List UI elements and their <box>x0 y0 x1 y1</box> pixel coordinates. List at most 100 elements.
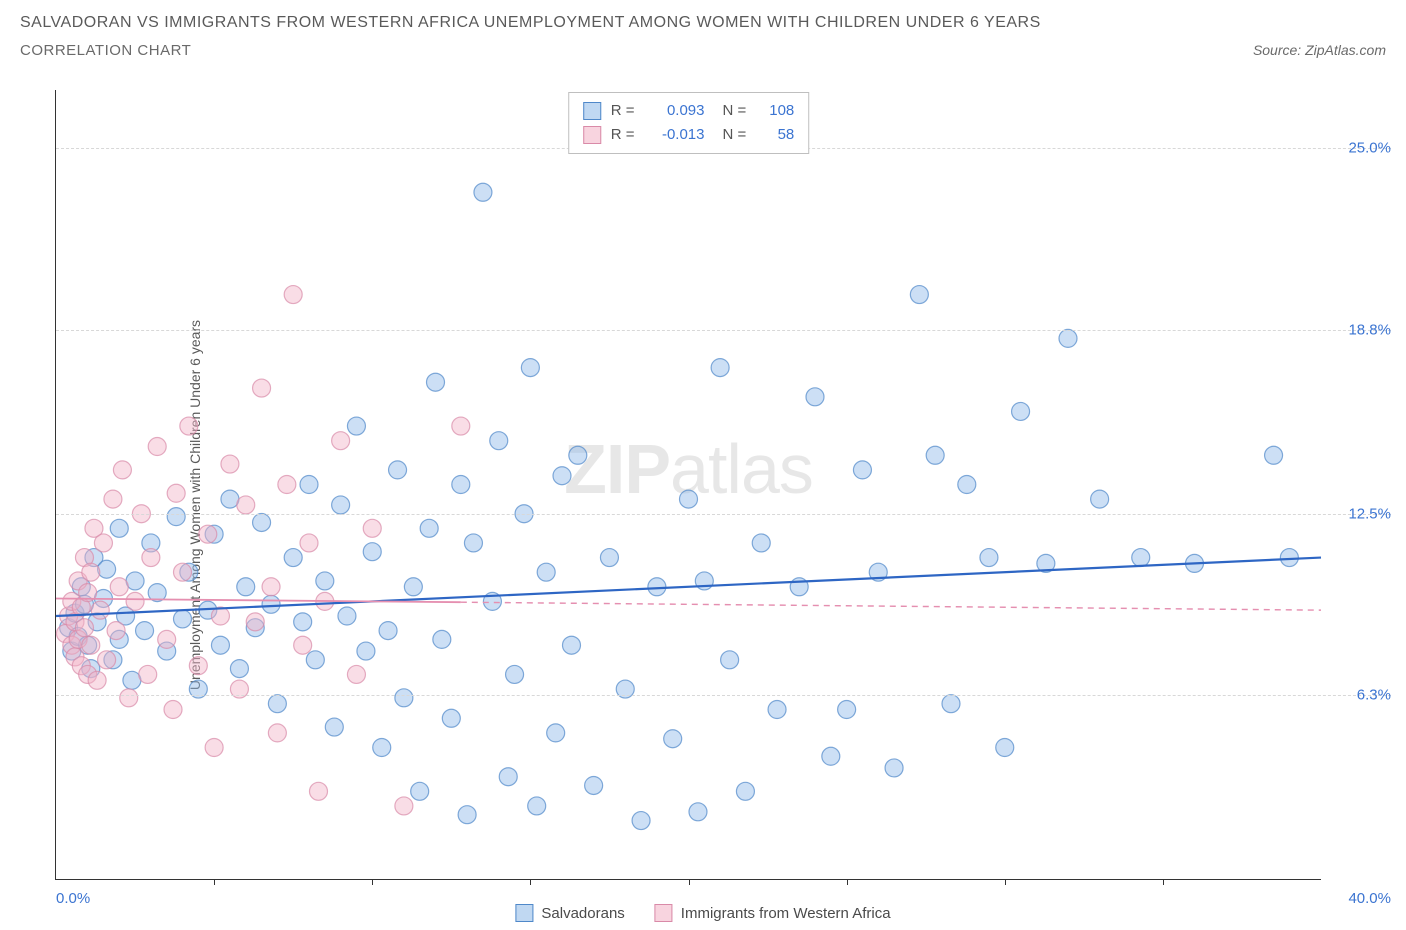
data-point <box>142 549 160 567</box>
data-point <box>205 739 223 757</box>
data-point <box>632 812 650 830</box>
data-point <box>262 595 280 613</box>
legend-row-1: R = 0.093 N = 108 <box>583 99 795 123</box>
chart-subtitle: CORRELATION CHART <box>20 42 191 59</box>
n-label: N = <box>723 99 747 123</box>
data-point <box>120 689 138 707</box>
data-point <box>174 610 192 628</box>
data-point <box>996 739 1014 757</box>
n-value-2: 58 <box>756 123 794 147</box>
data-point <box>148 438 166 456</box>
data-point <box>553 467 571 485</box>
legend-label-1: Salvadorans <box>541 905 624 922</box>
x-tick <box>372 879 373 885</box>
data-point <box>452 476 470 494</box>
data-point <box>474 183 492 201</box>
y-tick-label: 6.3% <box>1357 686 1391 703</box>
data-point <box>1280 549 1298 567</box>
data-point <box>562 636 580 654</box>
data-point <box>174 563 192 581</box>
data-point <box>158 630 176 648</box>
data-point <box>736 782 754 800</box>
data-point <box>490 432 508 450</box>
data-point <box>1012 402 1030 420</box>
data-point <box>300 534 318 552</box>
data-point <box>427 373 445 391</box>
r-label: R = <box>611 123 635 147</box>
data-point <box>246 613 264 631</box>
trend-line-dashed <box>461 602 1321 610</box>
x-tick <box>1163 879 1164 885</box>
data-point <box>300 476 318 494</box>
data-point <box>357 642 375 660</box>
r-label: R = <box>611 99 635 123</box>
subtitle-row: CORRELATION CHART Source: ZipAtlas.com <box>20 42 1386 59</box>
data-point <box>221 455 239 473</box>
data-point <box>363 519 381 537</box>
data-point <box>347 665 365 683</box>
legend-item-1: Salvadorans <box>515 904 624 922</box>
data-point <box>253 513 271 531</box>
data-point <box>75 619 93 637</box>
y-tick-label: 18.8% <box>1348 321 1391 338</box>
data-point <box>433 630 451 648</box>
data-point <box>404 578 422 596</box>
data-point <box>452 417 470 435</box>
data-point <box>237 496 255 514</box>
x-tick <box>847 879 848 885</box>
x-max-label: 40.0% <box>1348 890 1391 907</box>
scatter-svg <box>56 90 1321 879</box>
data-point <box>1059 329 1077 347</box>
data-point <box>284 286 302 304</box>
swatch-pink-icon <box>583 126 601 144</box>
x-min-label: 0.0% <box>56 890 90 907</box>
data-point <box>458 806 476 824</box>
data-point <box>211 636 229 654</box>
data-point <box>680 490 698 508</box>
data-point <box>442 709 460 727</box>
data-point <box>110 519 128 537</box>
data-point <box>113 461 131 479</box>
data-point <box>199 525 217 543</box>
data-point <box>464 534 482 552</box>
data-point <box>528 797 546 815</box>
n-value-1: 108 <box>756 99 794 123</box>
x-tick <box>1005 879 1006 885</box>
chart-header: SALVADORAN VS IMMIGRANTS FROM WESTERN AF… <box>0 0 1406 59</box>
data-point <box>167 508 185 526</box>
data-point <box>316 572 334 590</box>
data-point <box>98 560 116 578</box>
data-point <box>822 747 840 765</box>
data-point <box>268 695 286 713</box>
r-value-1: 0.093 <box>645 99 705 123</box>
legend-row-2: R = -0.013 N = 58 <box>583 123 795 147</box>
data-point <box>1265 446 1283 464</box>
correlation-legend: R = 0.093 N = 108 R = -0.013 N = 58 <box>568 92 810 154</box>
y-tick-label: 12.5% <box>1348 505 1391 522</box>
x-tick <box>214 879 215 885</box>
data-point <box>806 388 824 406</box>
gridline <box>56 695 1391 696</box>
data-point <box>347 417 365 435</box>
chart-title: SALVADORAN VS IMMIGRANTS FROM WESTERN AF… <box>20 14 1386 32</box>
data-point <box>885 759 903 777</box>
data-point <box>373 739 391 757</box>
data-point <box>139 665 157 683</box>
data-point <box>164 701 182 719</box>
data-point <box>1132 549 1150 567</box>
data-point <box>88 671 106 689</box>
data-point <box>189 657 207 675</box>
series-legend: Salvadorans Immigrants from Western Afri… <box>515 904 890 922</box>
data-point <box>389 461 407 479</box>
data-point <box>253 379 271 397</box>
data-point <box>411 782 429 800</box>
data-point <box>853 461 871 479</box>
data-point <box>136 622 154 640</box>
data-point <box>306 651 324 669</box>
data-point <box>363 543 381 561</box>
data-point <box>768 701 786 719</box>
data-point <box>958 476 976 494</box>
data-point <box>1091 490 1109 508</box>
x-tick <box>530 879 531 885</box>
data-point <box>395 689 413 707</box>
